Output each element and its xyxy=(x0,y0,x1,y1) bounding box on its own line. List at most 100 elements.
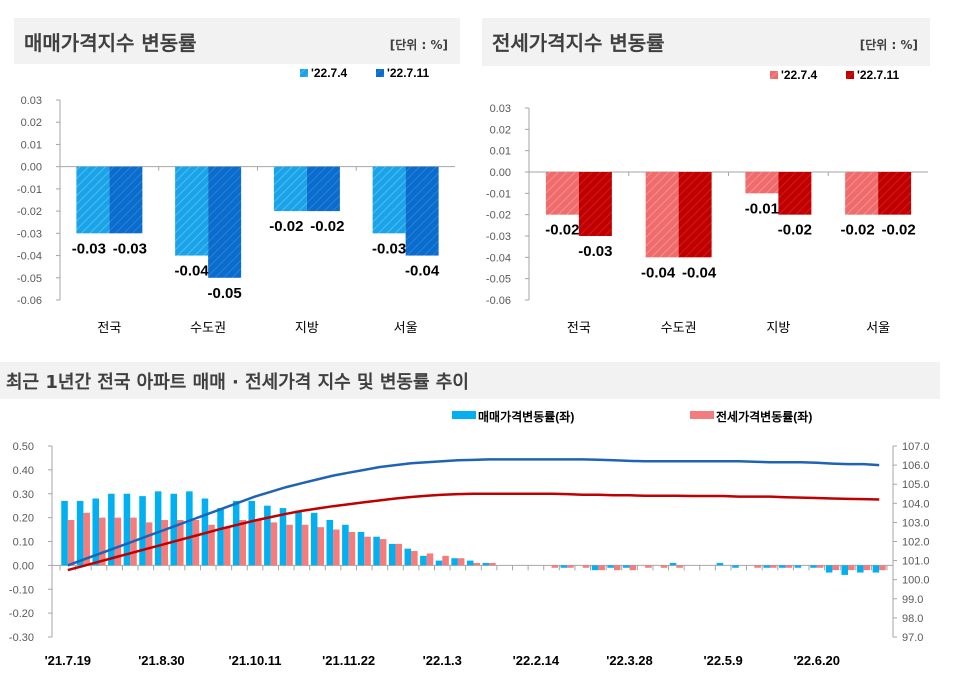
category-label: 수도권 xyxy=(661,321,697,336)
bar xyxy=(326,520,334,566)
bar xyxy=(810,565,817,568)
bar xyxy=(872,565,880,573)
x-tick-label: '22.3.28 xyxy=(606,653,652,668)
bar xyxy=(732,565,739,568)
bar xyxy=(208,166,242,278)
bar xyxy=(845,172,879,215)
left-tick-label: -0.10 xyxy=(9,584,34,596)
bar xyxy=(175,166,209,256)
data-label: -0.05 xyxy=(208,285,242,302)
data-label: -0.04 xyxy=(682,264,717,281)
yearly-trend-chart: 최근 1년간 전국 아파트 매매 · 전세가격 지수 및 변동률 추이매매가격변… xyxy=(0,362,940,668)
bar xyxy=(76,166,110,234)
bar xyxy=(395,543,403,566)
jeonse-change-chart: 전세가격지수 변동률 [단위 : %] '22.7.4 '22.7.11 0.03 0.0… xyxy=(482,18,930,336)
bar xyxy=(629,565,637,571)
bar xyxy=(92,498,100,566)
y-tick-label: 0.02 xyxy=(490,124,511,136)
bar xyxy=(489,562,496,566)
bar xyxy=(67,520,75,566)
bar xyxy=(545,172,579,215)
y-tick-label: -0.04 xyxy=(17,251,42,263)
bar xyxy=(161,520,168,566)
bar xyxy=(217,508,224,566)
y-tick-label: -0.03 xyxy=(17,228,42,240)
bar xyxy=(754,565,761,568)
y-tick-label: 0.01 xyxy=(21,139,42,151)
bar xyxy=(310,512,318,566)
bar xyxy=(139,496,146,566)
x-tick-label: '22.6.20 xyxy=(794,653,840,668)
bar xyxy=(763,565,770,568)
bar xyxy=(769,565,777,568)
y-tick-label: -0.06 xyxy=(486,295,511,307)
category-label: 전국 xyxy=(567,321,591,336)
bar xyxy=(578,172,612,236)
right-tick-label: 105.0 xyxy=(902,479,930,491)
bar xyxy=(825,565,833,573)
bar xyxy=(451,558,458,566)
bar xyxy=(560,565,568,568)
data-label: -0.03 xyxy=(113,240,147,257)
bar xyxy=(170,493,178,566)
bar xyxy=(192,520,200,566)
legend-swatch xyxy=(690,411,714,419)
left-tick-label: 0.40 xyxy=(13,465,34,477)
bar xyxy=(442,555,449,566)
bar xyxy=(208,524,215,566)
bar xyxy=(591,565,599,571)
bar xyxy=(607,565,614,568)
bar xyxy=(457,558,465,566)
y-tick-label: -0.01 xyxy=(17,184,42,196)
y-tick-label: -0.05 xyxy=(17,273,42,285)
y-tick-label: -0.05 xyxy=(486,274,511,286)
bar xyxy=(286,524,293,566)
bar xyxy=(270,522,278,566)
bar xyxy=(832,565,839,571)
legend-label: '22.7.4 xyxy=(311,66,348,80)
bar xyxy=(669,562,677,566)
bar xyxy=(372,166,406,234)
bar xyxy=(466,560,474,566)
left-tick-label: 0.30 xyxy=(13,489,34,501)
legend-label: '22.7.4 xyxy=(781,68,818,82)
bar xyxy=(232,500,240,566)
category-label: 서울 xyxy=(866,321,890,336)
bar xyxy=(108,493,115,566)
right-tick-label: 107.0 xyxy=(902,441,930,453)
bar xyxy=(301,524,309,566)
x-tick-label: '21.11.22 xyxy=(322,653,375,668)
legend-label: '22.7.11 xyxy=(857,68,900,82)
x-tick-label: '21.8.30 xyxy=(138,653,184,668)
data-label: -0.02 xyxy=(269,218,303,235)
chart-title: 최근 1년간 전국 아파트 매매 · 전세가격 지수 및 변동률 추이 xyxy=(6,372,469,393)
bar xyxy=(745,172,779,194)
bar xyxy=(816,565,824,568)
bar xyxy=(333,529,340,566)
data-label: -0.03 xyxy=(72,240,106,257)
bar xyxy=(435,560,443,566)
y-tick-label: -0.03 xyxy=(486,231,511,243)
y-tick-label: 0.01 xyxy=(490,146,511,158)
y-tick-label: 0.02 xyxy=(21,117,42,129)
y-tick-label: 0.03 xyxy=(490,103,511,115)
category-label: 수도권 xyxy=(190,321,226,336)
x-tick-label: '22.5.9 xyxy=(704,653,743,668)
bar xyxy=(405,166,439,256)
bar xyxy=(255,520,262,566)
panel-header xyxy=(14,18,460,64)
bar xyxy=(364,536,371,566)
y-tick-label: 0.00 xyxy=(490,167,511,179)
left-tick-label: 0.10 xyxy=(13,537,34,549)
data-label: -0.04 xyxy=(175,263,210,280)
y-tick-label: -0.01 xyxy=(486,188,511,200)
bar xyxy=(357,531,365,566)
index-line xyxy=(67,492,880,572)
bar xyxy=(177,520,184,566)
panel-header xyxy=(0,362,940,399)
bar xyxy=(83,512,90,566)
bar xyxy=(373,536,380,566)
bar xyxy=(567,565,574,568)
bar xyxy=(114,517,122,566)
bar xyxy=(660,565,668,568)
